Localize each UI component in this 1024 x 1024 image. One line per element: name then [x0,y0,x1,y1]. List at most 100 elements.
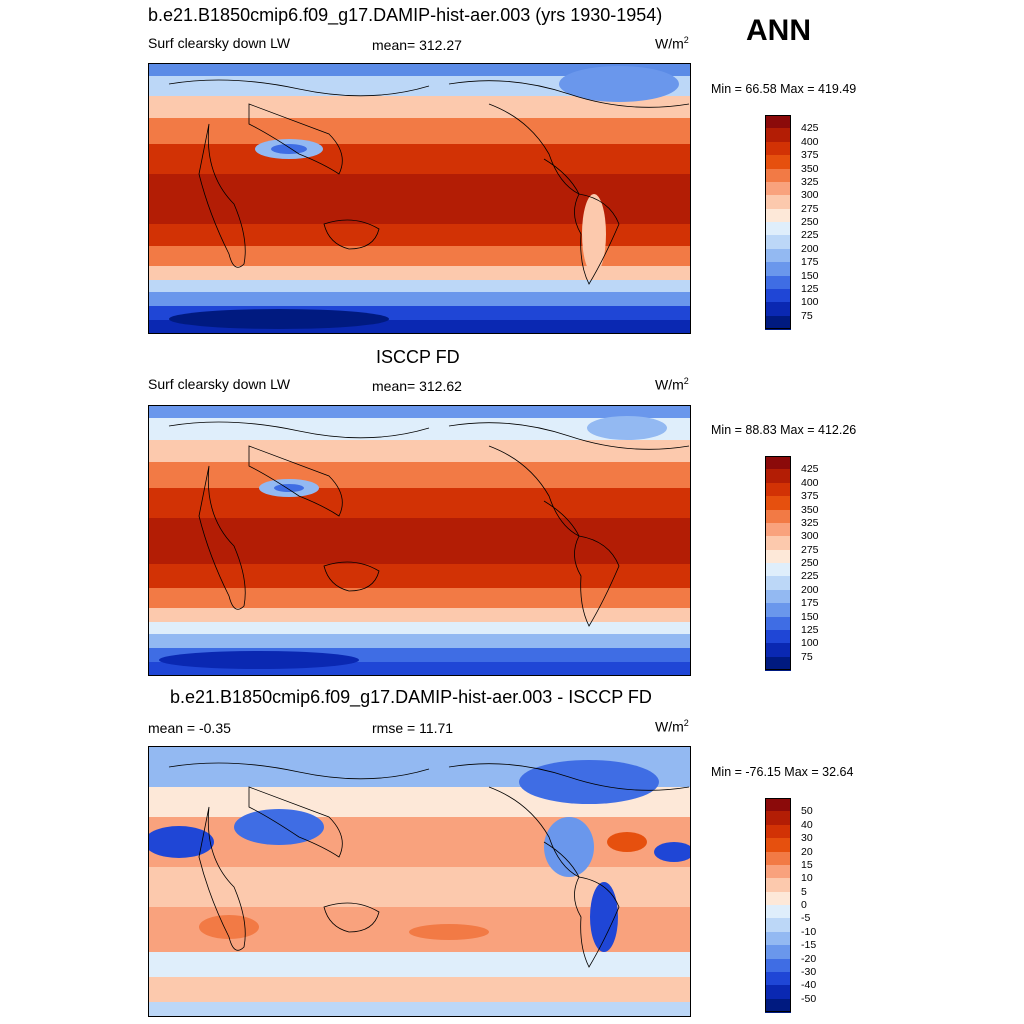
colorbar-swatch [765,141,791,156]
colorbar-swatch [765,469,791,484]
colorbar-swatch [765,248,791,263]
panel-diff-rmse: rmse = 11.71 [372,720,454,736]
colorbar-swatch [765,576,791,591]
colorbar-swatch [765,629,791,644]
colorbar-tick-label: 100 [801,637,819,650]
colorbar-tick-label: 125 [801,623,819,636]
colorbar-swatch [765,864,791,879]
colorbar-swatch [765,616,791,631]
colorbar-tick-label: 425 [801,463,819,476]
colorbar-tick-label: 40 [801,818,813,831]
colorbar-swatch [765,115,791,129]
colorbar-tick-label: 75 [801,309,813,322]
colorbar-swatch [765,971,791,986]
colorbar-tick-label: 150 [801,269,819,282]
colorbar-swatch [765,208,791,223]
colorbar-tick-label: 175 [801,597,819,610]
colorbar-swatch [765,275,791,290]
colorbar-tick-label: 15 [801,858,813,871]
colorbar-tick-label: 30 [801,832,813,845]
colorbar-swatch [765,509,791,524]
colorbar-tick-label: 425 [801,122,819,135]
colorbar-swatch [765,522,791,537]
colorbar-swatch [765,288,791,303]
panel-diff-mean: mean = -0.35 [148,720,231,736]
colorbar-swatch [765,195,791,210]
colorbar-tick-label: 0 [801,899,807,911]
panel-obs-variable: Surf clearsky down LW [148,376,291,392]
colorbar-tick-label: 5 [801,885,807,898]
colorbar-swatch [765,235,791,250]
colorbar-swatch [765,181,791,196]
colorbar-tick-label: -30 [801,965,817,978]
model-map-svg [149,64,690,333]
colorbar-tick-label: -20 [801,952,817,965]
colorbar-swatch [765,315,791,330]
colorbar-tick-label: 350 [801,162,819,175]
colorbar-swatch [765,536,791,551]
colorbar-swatch [765,985,791,1000]
colorbar-swatch [765,155,791,169]
colorbar-tick-label: 300 [801,530,819,543]
colorbar-swatch [765,603,791,617]
panel-diff-title: b.e21.B1850cmip6.f09_g17.DAMIP-hist-aer.… [170,687,652,707]
colorbar-tick-label: 400 [801,135,819,148]
colorbar-tick-label: 125 [801,282,819,295]
colorbar-tick-label: 350 [801,503,819,516]
colorbar-swatch [765,905,791,919]
panel-model-variable: Surf clearsky down LW [148,35,291,51]
colorbar-tick-label: 50 [801,805,813,818]
colorbar-swatch [765,262,791,276]
colorbar-tick-label: -15 [801,939,817,952]
panel-model-colorbar [765,115,791,330]
obs-map-svg [149,406,690,675]
season-label: ANN [746,14,811,47]
colorbar-tick-label: 225 [801,570,819,583]
panel-obs-title: ISCCP FD [376,347,460,367]
panel-model-map [148,63,691,334]
colorbar-tick-label: 200 [801,583,819,596]
colorbar-swatch [765,482,791,497]
colorbar-swatch [765,824,791,839]
colorbar-swatch [765,998,791,1013]
colorbar-tick-label: 100 [801,296,819,309]
colorbar-swatch [765,851,791,866]
colorbar-swatch [765,945,791,959]
panel-obs-map [148,405,691,676]
colorbar-swatch [765,878,791,893]
colorbar-tick-label: 400 [801,476,819,489]
colorbar-tick-label: 300 [801,189,819,202]
colorbar-tick-label: 150 [801,610,819,623]
panel-model-minmax: Min = 66.58 Max = 419.49 [711,82,857,96]
colorbar-swatch [765,656,791,671]
colorbar-tick-label: 175 [801,256,819,269]
colorbar-tick-label: 10 [801,872,813,885]
colorbar-tick-label: 375 [801,490,819,503]
panel-model-title: b.e21.B1850cmip6.f09_g17.DAMIP-hist-aer.… [148,5,663,25]
colorbar-swatch [765,168,791,183]
colorbar-swatch [765,549,791,564]
panel-obs-colorbar [765,456,791,671]
colorbar-swatch [765,891,791,906]
colorbar-swatch [765,589,791,604]
colorbar-tick-label: -10 [801,925,817,938]
colorbar-tick-label: 275 [801,202,819,215]
colorbar-swatch [765,456,791,470]
colorbar-tick-label: 200 [801,242,819,255]
panel-diff-minmax: Min = -76.15 Max = 32.64 [711,765,854,779]
panel-model-mean: mean= 312.27 [372,37,462,53]
panel-obs-units: W/m2 [655,376,689,393]
colorbar-tick-label: -40 [801,979,817,992]
panel-diff-map [148,746,691,1017]
colorbar-tick-label: 250 [801,216,819,228]
panel-diff-colorbar [765,798,791,1013]
colorbar-swatch [765,222,791,236]
colorbar-tick-label: 325 [801,516,819,529]
colorbar-tick-label: 20 [801,845,813,858]
colorbar-swatch [765,128,791,143]
colorbar-swatch [765,811,791,826]
colorbar-swatch [765,931,791,946]
colorbar-swatch [765,838,791,852]
colorbar-swatch [765,496,791,510]
colorbar-swatch [765,958,791,973]
